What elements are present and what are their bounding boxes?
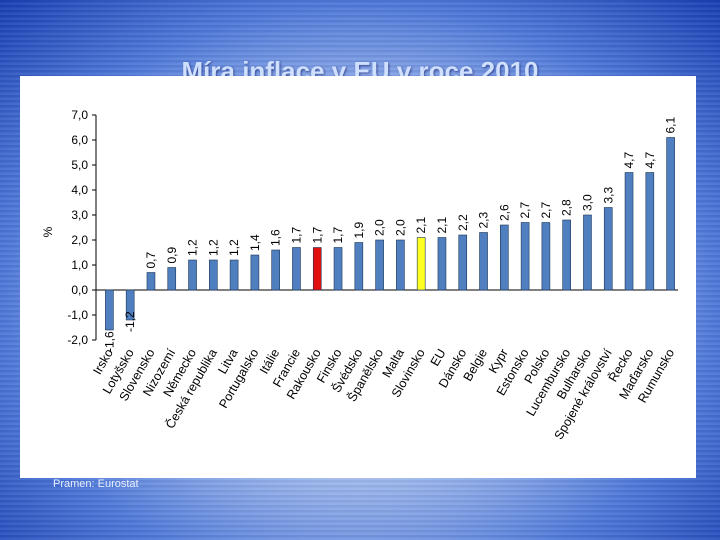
- value-label: 1,2: [206, 239, 220, 256]
- value-label: 1,6: [269, 229, 283, 246]
- bar: [209, 259, 218, 291]
- bar: [312, 247, 322, 291]
- bar: [541, 222, 551, 291]
- bar: [167, 267, 177, 291]
- value-label: 1,7: [310, 226, 324, 243]
- y-axis: -2,0 -1,0 0,0 1,0 2,0 3,0 4,0 5,0 6,0 7,0: [67, 108, 678, 347]
- value-label: 2,8: [560, 199, 574, 216]
- bar: [375, 239, 384, 291]
- value-label: 2,2: [456, 214, 470, 231]
- y-tick-label: 2,0: [71, 233, 88, 247]
- value-label: 1,7: [331, 226, 345, 243]
- y-tick-label: 7,0: [71, 108, 88, 122]
- bar: [437, 237, 447, 291]
- bars: [105, 137, 675, 331]
- value-label: 3,0: [580, 194, 594, 211]
- bar: [416, 237, 426, 291]
- chart-panel: -2,0 -1,0 0,0 1,0 2,0 3,0 4,0 5,0 6,0 7,0 -1,6 -1,…: [20, 76, 696, 478]
- value-label: -1,2: [123, 311, 137, 332]
- bar: [125, 289, 135, 321]
- y-tick-label: 0,0: [71, 283, 88, 297]
- bar: [583, 214, 592, 291]
- bar: [250, 254, 260, 291]
- y-tick-label: -1,0: [67, 308, 88, 322]
- value-label: 1,4: [248, 234, 262, 251]
- value-label: 6,1: [664, 116, 678, 133]
- value-label: 4,7: [622, 151, 636, 168]
- y-tick-label: 6,0: [71, 133, 88, 147]
- bar: [354, 242, 364, 291]
- y-tick-label: -2,0: [67, 333, 88, 347]
- bar: [645, 172, 655, 291]
- bar: [271, 249, 280, 291]
- bar: [624, 172, 634, 291]
- x-axis-labels: IrskoLotyšskoSlovenskoNizozemíNěmeckoČes…: [90, 346, 677, 442]
- value-label: 1,7: [289, 226, 303, 243]
- bar: [105, 289, 114, 331]
- bar: [479, 232, 488, 291]
- value-label: 2,0: [373, 219, 387, 236]
- bar: [333, 247, 343, 291]
- value-label: 0,9: [165, 246, 179, 263]
- value-label: 2,7: [518, 201, 532, 218]
- value-label: 2,1: [435, 216, 449, 233]
- value-label: 2,1: [414, 216, 428, 233]
- value-label: 1,2: [186, 239, 200, 256]
- value-label: 4,7: [643, 151, 657, 168]
- bar: [458, 234, 468, 291]
- bar: [188, 259, 197, 291]
- y-tick-label: 4,0: [71, 183, 88, 197]
- y-axis-label: %: [41, 226, 55, 237]
- bar-chart: -2,0-1,00,01,02,03,04,05,06,07,0 -1,6-1,…: [41, 108, 678, 442]
- bar: [396, 239, 405, 291]
- value-label: 2,0: [393, 219, 407, 236]
- bar: [292, 247, 301, 291]
- bar: [500, 224, 509, 291]
- source-note: Pramen: Eurostat: [53, 478, 139, 490]
- value-label: 1,2: [227, 239, 241, 256]
- value-labels: -1,6 -1,2 0,7 0,9 1,2 1,2 1,2 1,4 1,6 1,7 1,7 1,7 1,…: [102, 116, 677, 352]
- y-tick-label: 3,0: [71, 208, 88, 222]
- bar: [562, 219, 571, 291]
- value-label: 2,7: [539, 201, 553, 218]
- value-label: 2,3: [477, 211, 491, 228]
- value-label: 3,3: [601, 186, 615, 203]
- value-label: 1,9: [352, 221, 366, 238]
- bar: [146, 272, 156, 291]
- bar: [603, 207, 613, 291]
- bar: [229, 259, 239, 291]
- bar: [520, 222, 530, 291]
- y-tick-label: 5,0: [71, 158, 88, 172]
- value-label: 2,6: [497, 204, 511, 221]
- bar: [666, 137, 675, 291]
- value-label: 0,7: [144, 251, 158, 268]
- y-tick-label: 1,0: [71, 258, 88, 272]
- value-label: -1,6: [102, 331, 116, 352]
